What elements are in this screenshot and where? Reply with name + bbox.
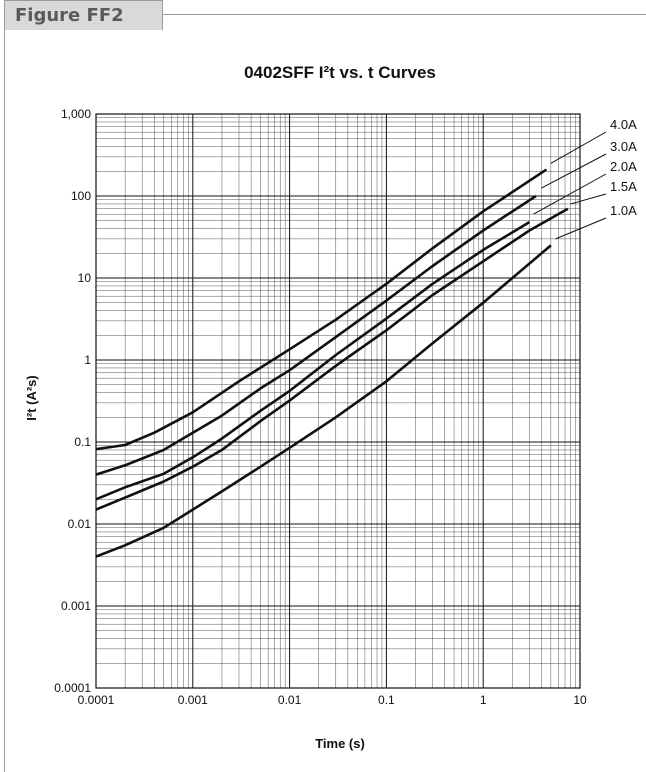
figure-label: Figure FF2 — [4, 0, 163, 30]
series-label: 2.0A — [610, 159, 637, 174]
series-labels: 4.0A 3.0A 2.0A 1.5A 1.0A — [533, 117, 637, 240]
series-label: 1.5A — [610, 179, 637, 194]
series-leader-line — [570, 193, 607, 205]
series-line — [95, 207, 569, 511]
series-leader-line — [550, 131, 607, 164]
y-tick-label: 0.01 — [68, 517, 92, 531]
y-tick-label: 0.1 — [74, 435, 91, 449]
series-line — [95, 244, 552, 558]
series-line — [95, 194, 537, 476]
x-tick-label: 0.001 — [178, 693, 208, 707]
series-line — [95, 220, 531, 501]
series-line — [95, 168, 548, 451]
x-tick-label: 0.0001 — [78, 693, 115, 707]
series-label: 1.0A — [610, 203, 637, 218]
y-tick-label: 1 — [84, 353, 91, 367]
series-leader-line — [555, 217, 607, 240]
x-tick-label: 10 — [573, 693, 587, 707]
y-tick-labels: 0.0001 0.001 0.01 0.1 1 10 100 1,000 — [54, 107, 91, 695]
y-tick-label: 10 — [78, 271, 92, 285]
y-axis-label: I²t (A²s) — [24, 375, 39, 421]
x-tick-label: 1 — [480, 693, 487, 707]
series-label: 3.0A — [610, 139, 637, 154]
series-leader-line — [533, 173, 607, 215]
y-tick-label: 1,000 — [61, 107, 91, 121]
x-tick-label: 0.1 — [378, 693, 395, 707]
chart-title: 0402SFF I²t vs. t Curves — [244, 63, 436, 82]
major-grid — [95, 113, 581, 689]
series-label: 4.0A — [610, 117, 637, 132]
series-leader-line — [541, 153, 607, 189]
frame-left-border — [4, 30, 5, 772]
series-lines — [95, 168, 569, 558]
x-axis-label: Time (s) — [315, 736, 365, 751]
y-tick-label: 0.0001 — [54, 681, 91, 695]
frame-top-rule — [163, 14, 646, 15]
x-tick-label: 0.01 — [278, 693, 302, 707]
minor-grid — [96, 114, 580, 688]
plot-area-border — [95, 113, 581, 689]
x-tick-labels: 0.0001 0.001 0.01 0.1 1 10 — [78, 693, 587, 707]
y-tick-label: 100 — [71, 189, 91, 203]
y-tick-label: 0.001 — [61, 599, 91, 613]
